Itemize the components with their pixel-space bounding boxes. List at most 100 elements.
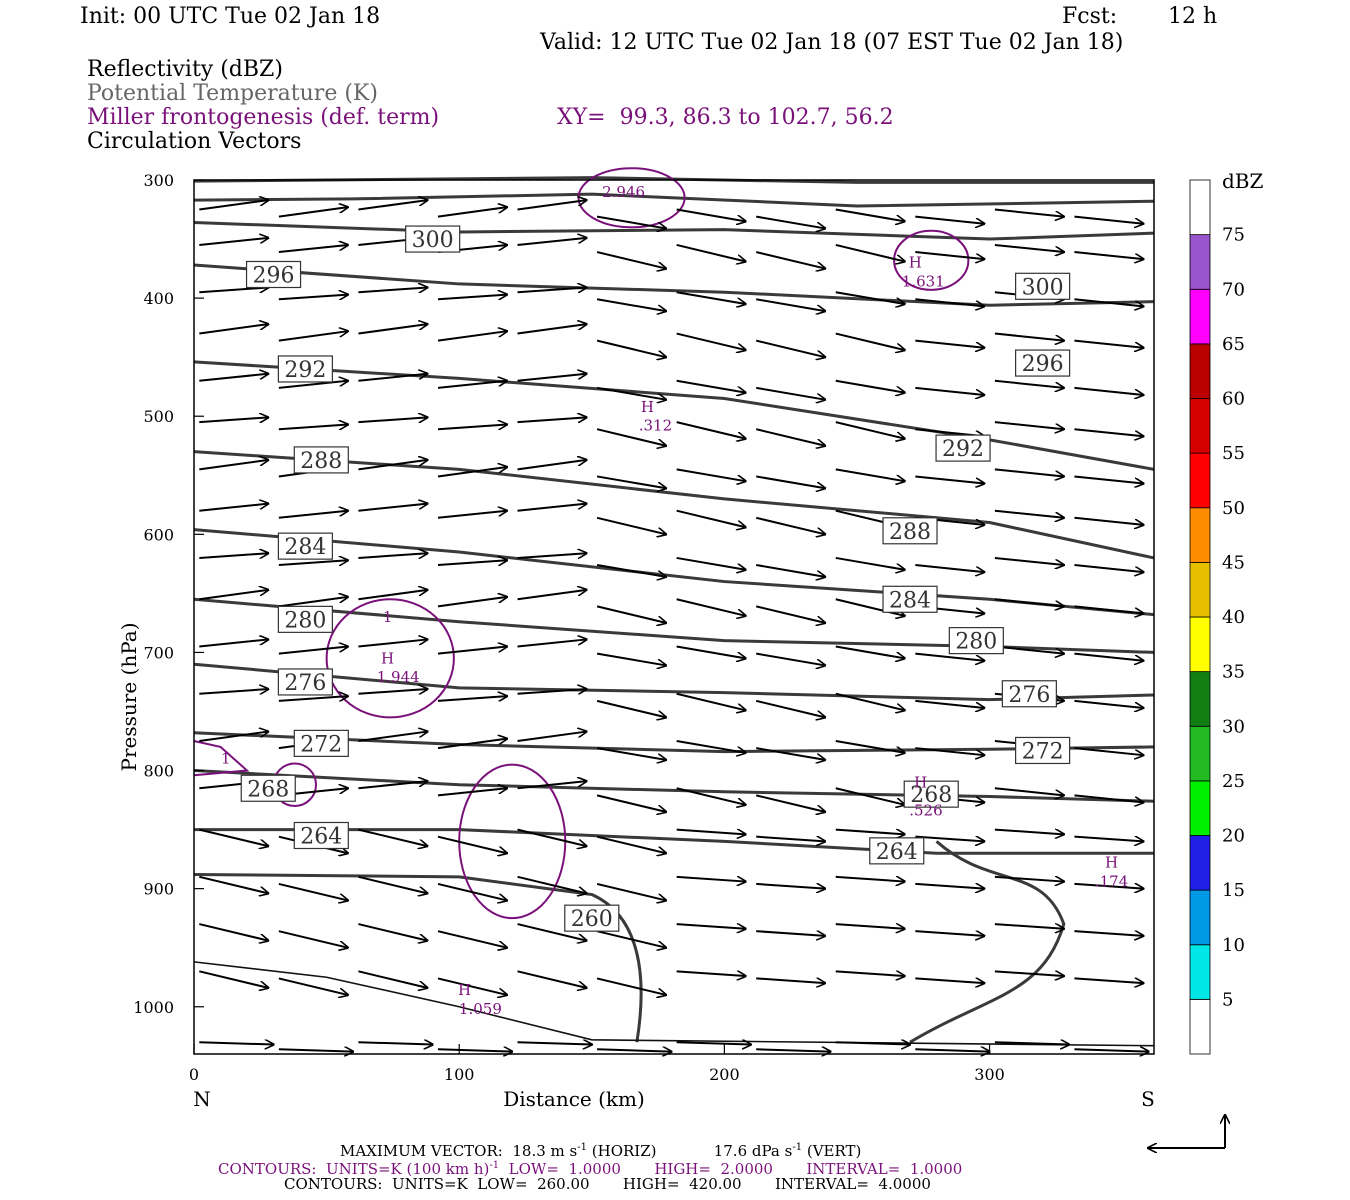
circulation-vector bbox=[517, 460, 587, 471]
colorbar-label: 60 bbox=[1222, 389, 1245, 410]
circulation-vector bbox=[517, 324, 587, 335]
circulation-vector bbox=[915, 298, 984, 306]
circulation-vector bbox=[596, 699, 666, 718]
circulation-vector bbox=[1074, 605, 1143, 613]
x-tick-label: 100 bbox=[444, 1065, 475, 1084]
axes: 300 400 500 600 700 800 900 1000 0 100 200 300 Dista… bbox=[117, 171, 1155, 1111]
max-vector-text: MAXIMUM VECTOR: 18.3 m s-1 (HORIZ) 17.6 … bbox=[340, 1142, 862, 1160]
theta-label-box bbox=[293, 729, 349, 757]
circulation-vector bbox=[199, 287, 268, 294]
theta-label-box bbox=[277, 355, 333, 383]
circulation-vector bbox=[199, 828, 268, 847]
colorbar-label: 5 bbox=[1222, 989, 1233, 1010]
circulation-vector bbox=[437, 977, 507, 995]
circulation-vector bbox=[755, 699, 825, 718]
colorbar-segment bbox=[1189, 998, 1211, 1055]
circulation-vector bbox=[756, 977, 825, 983]
circulation-vector bbox=[278, 882, 348, 901]
legend-theta: Potential Temperature (K) bbox=[87, 81, 378, 106]
circulation-vector bbox=[835, 379, 905, 393]
circulation-vector bbox=[358, 639, 427, 648]
colorbar-segment bbox=[1189, 835, 1211, 891]
theta-contour-label: 292 bbox=[942, 437, 984, 462]
y-axis-label: Pressure (hPa) bbox=[117, 623, 141, 772]
circulation-vector bbox=[358, 1042, 432, 1044]
circulation-vector bbox=[1074, 475, 1143, 483]
circulation-vector bbox=[358, 828, 427, 847]
circulation-vector bbox=[1074, 215, 1143, 224]
circulation-vector bbox=[835, 875, 905, 882]
colorbar-label: 10 bbox=[1222, 935, 1245, 956]
circulation-vector bbox=[676, 970, 746, 976]
circulation-vector bbox=[994, 379, 1064, 388]
surface-line bbox=[193, 961, 1155, 1047]
circulation-vector bbox=[199, 1042, 273, 1044]
theta-contour-line bbox=[193, 221, 1155, 241]
circulation-vector bbox=[676, 332, 746, 351]
north-label: N bbox=[193, 1087, 211, 1111]
theta-contour-label: 264 bbox=[300, 825, 342, 850]
circulation-vector bbox=[1074, 977, 1143, 983]
circulation-vector bbox=[1074, 882, 1143, 889]
circulation-vector bbox=[676, 923, 746, 929]
theta-contour-label: 300 bbox=[1022, 275, 1064, 300]
circulation-vector bbox=[676, 556, 746, 570]
circulation-vector bbox=[994, 598, 1064, 606]
circulation-vector bbox=[835, 208, 905, 222]
colorbar-segment bbox=[1189, 343, 1211, 399]
theta-contour-label: 280 bbox=[955, 630, 997, 655]
circulation-vector bbox=[437, 696, 507, 702]
frontogenesis-label: 1.631 bbox=[902, 273, 945, 291]
circulation-vector bbox=[596, 564, 666, 577]
circulation-vector bbox=[835, 421, 905, 439]
circulation-vector bbox=[437, 930, 507, 948]
circulation-vector bbox=[994, 208, 1064, 217]
y-tick-label: 1000 bbox=[133, 998, 174, 1017]
frontogenesis-label: 1.059 bbox=[459, 1000, 502, 1018]
circulation-vector bbox=[199, 689, 268, 695]
contour-labels: 300 296 300 292 296 288 292 288 284 284 280 280 276 2… bbox=[221, 183, 1128, 1018]
circulation-vector bbox=[756, 882, 825, 889]
reference-vector-icon bbox=[1148, 1115, 1225, 1148]
y-tick-label: 500 bbox=[143, 407, 174, 426]
circulation-vector bbox=[676, 208, 746, 222]
circulation-vector bbox=[437, 511, 507, 519]
x-tick-label: 0 bbox=[189, 1065, 199, 1084]
circulation-vector bbox=[835, 1042, 910, 1044]
circulation-vector bbox=[835, 923, 905, 929]
circulation-vector bbox=[199, 553, 268, 559]
theta-contour-label: 276 bbox=[284, 671, 326, 696]
circulation-vector bbox=[278, 930, 348, 948]
south-label: S bbox=[1141, 1087, 1155, 1111]
colorbar-segment bbox=[1189, 889, 1211, 946]
theta-contour-line bbox=[909, 840, 1066, 1044]
circulation-vector bbox=[517, 828, 587, 847]
colorbar-segment bbox=[1189, 507, 1211, 563]
circulation-vector bbox=[835, 468, 905, 481]
y-tick-label: 900 bbox=[143, 880, 174, 899]
circulation-vector bbox=[915, 747, 984, 755]
x-tick-label: 200 bbox=[709, 1065, 740, 1084]
colorbar-unit: dBZ bbox=[1222, 169, 1264, 193]
theta-label-box bbox=[882, 585, 938, 613]
fronto-contour-info: CONTOURS: UNITS=K (100 km h)-1 LOW= 1.00… bbox=[218, 1160, 963, 1178]
circulation-vector bbox=[517, 923, 587, 941]
circulation-vector bbox=[1074, 564, 1143, 572]
circulation-vector bbox=[756, 475, 825, 488]
circulation-vector bbox=[199, 460, 268, 471]
legend-xy: XY= 99.3, 86.3 to 102.7, 56.2 bbox=[557, 105, 894, 130]
circulation-vector bbox=[278, 977, 348, 995]
circulation-vector bbox=[915, 930, 984, 936]
theta-contour-label: 284 bbox=[284, 535, 326, 560]
circulation-vector bbox=[994, 828, 1064, 835]
theta-label-box bbox=[1001, 680, 1057, 708]
circulation-vector bbox=[915, 251, 984, 259]
frontogenesis-contour bbox=[325, 598, 455, 719]
circulation-vector bbox=[199, 324, 268, 335]
circulation-vector bbox=[994, 243, 1064, 252]
circulation-vector bbox=[596, 930, 666, 948]
x-tick-label: 300 bbox=[974, 1065, 1005, 1084]
circulation-vector bbox=[596, 835, 666, 854]
circulation-vector bbox=[1074, 835, 1143, 842]
circulation-vector bbox=[517, 732, 587, 743]
